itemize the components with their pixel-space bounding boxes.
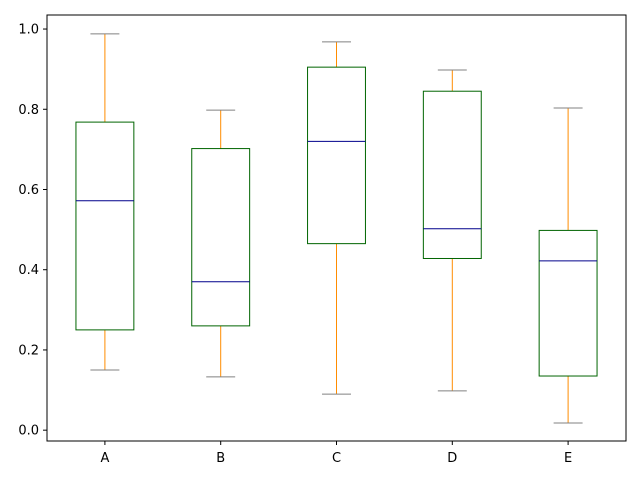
y-tick-label: 0.0 — [18, 424, 39, 439]
y-tick-label: 0.4 — [18, 263, 39, 278]
box-iqr — [422, 90, 482, 259]
x-axis: A B C D E — [100, 441, 572, 466]
box-series — [75, 33, 598, 424]
y-tick-label: 0.6 — [18, 183, 39, 198]
x-tick-label-d: D — [447, 451, 457, 466]
y-tick-label: 0.2 — [18, 343, 39, 358]
box-b — [191, 109, 251, 378]
box-a — [75, 33, 135, 371]
box-c — [307, 41, 366, 395]
x-tick-label-c: C — [332, 451, 341, 466]
x-tick-label-a: A — [100, 451, 109, 466]
x-tick-label-e: E — [564, 451, 572, 466]
plot-frame — [46, 14, 627, 442]
box-iqr — [191, 148, 251, 327]
y-axis: 0.0 0.2 0.4 0.6 0.8 1.0 — [18, 23, 47, 439]
y-tick-label: 1.0 — [18, 23, 39, 38]
box-d — [422, 69, 482, 392]
y-tick-label: 0.8 — [18, 103, 39, 118]
box-e — [538, 107, 598, 424]
box-iqr — [538, 229, 598, 377]
box-iqr — [75, 121, 135, 331]
box-iqr — [307, 66, 366, 245]
x-tick-label-b: B — [216, 451, 225, 466]
